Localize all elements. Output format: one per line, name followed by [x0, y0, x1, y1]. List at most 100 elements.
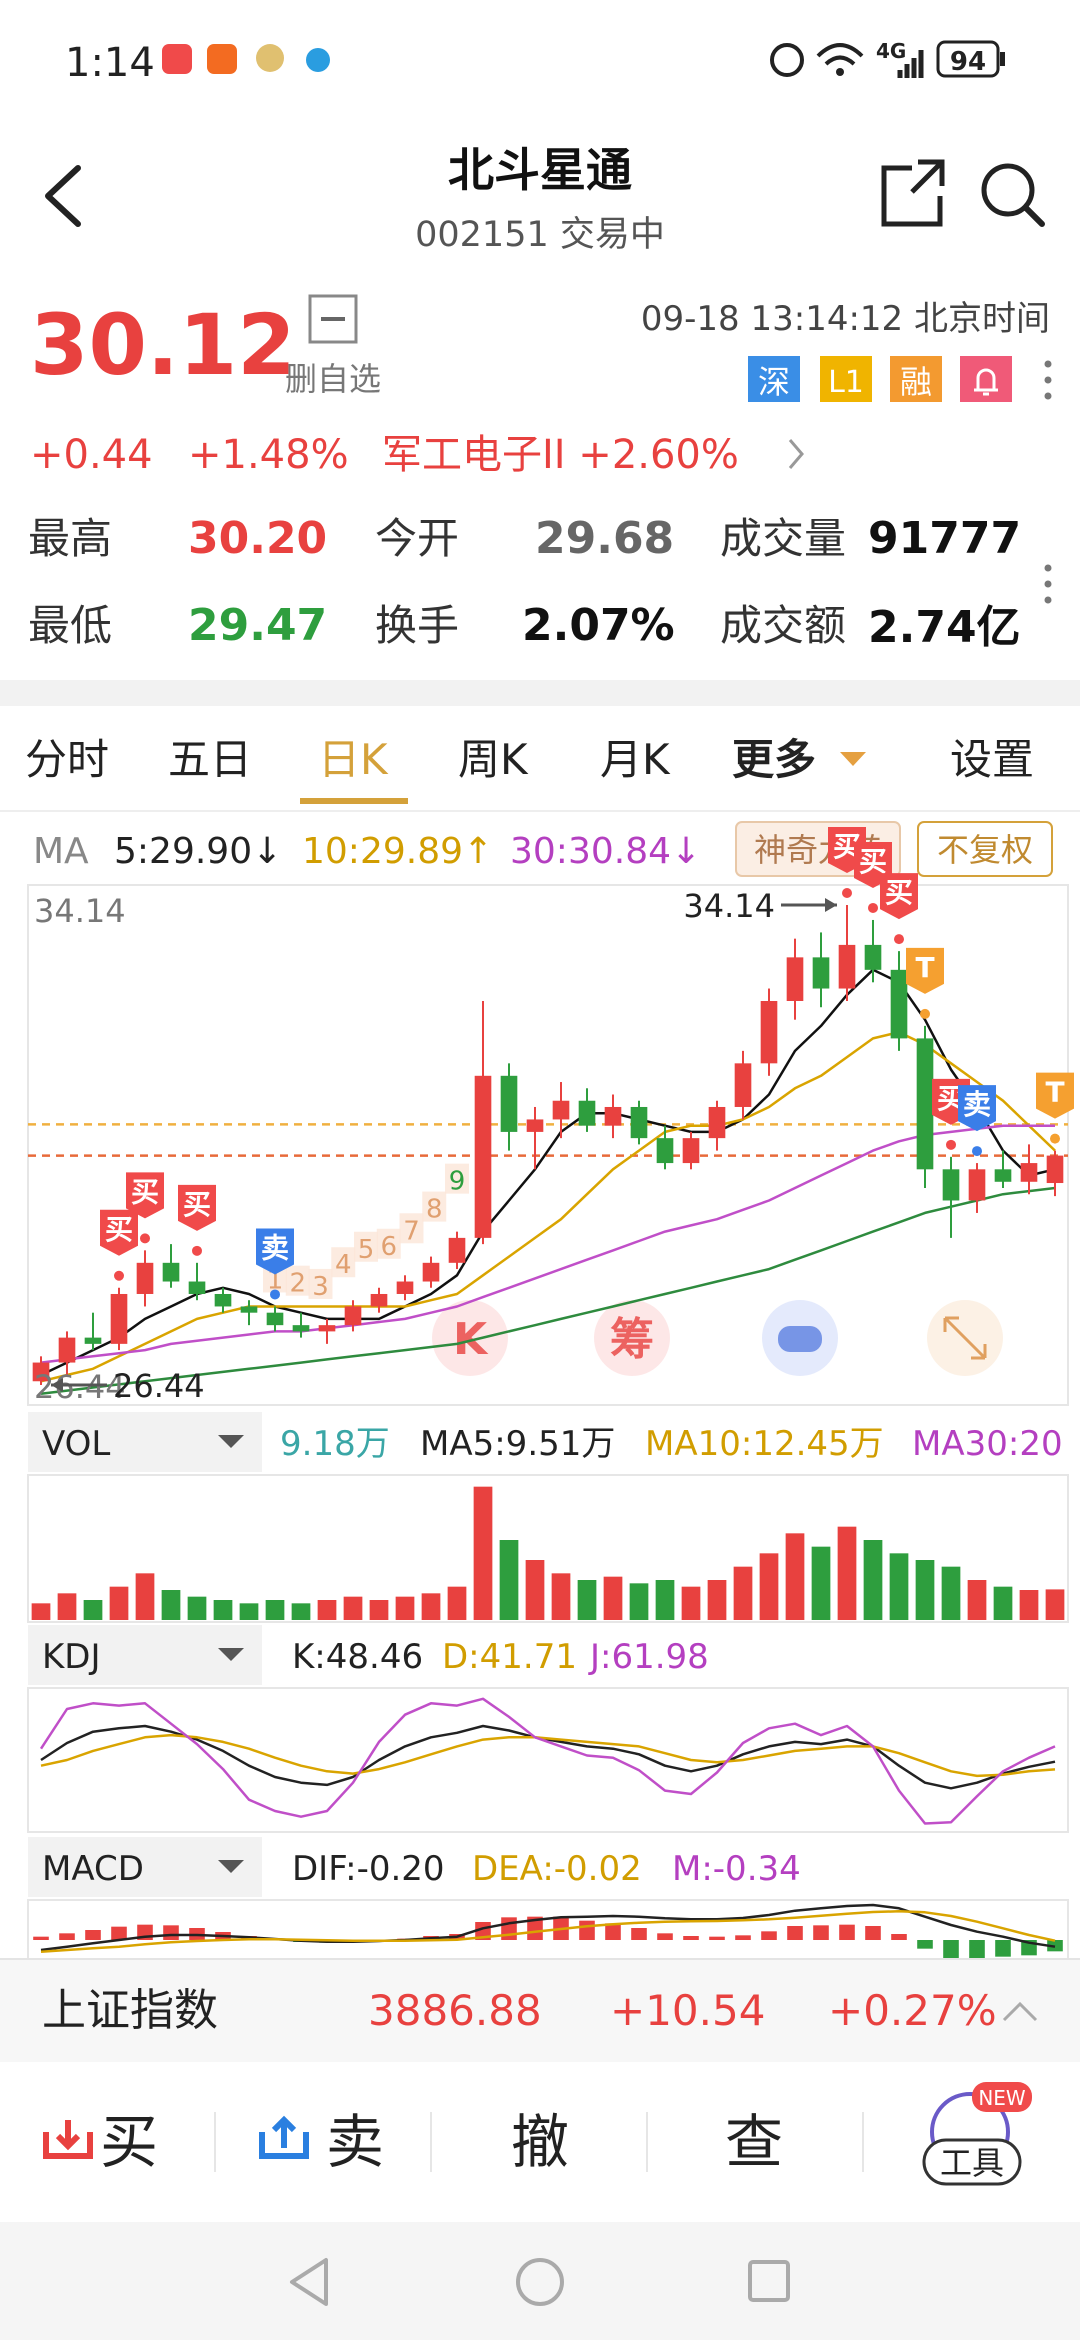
share-icon	[881, 159, 945, 227]
dropdown-icon	[840, 752, 866, 766]
line-series	[40, 1910, 1056, 1953]
tab[interactable]: 设置	[950, 735, 1034, 784]
candle-body	[422, 1262, 440, 1282]
tools-button[interactable]: 工具 NEW	[922, 2082, 1032, 2186]
button[interactable]	[917, 821, 1053, 877]
nine-turn-digit: 4	[335, 1250, 352, 1280]
tab-selected[interactable]: 日K	[318, 735, 389, 784]
line-series	[40, 968, 1056, 1377]
signal-dot	[114, 1270, 124, 1281]
signal-dot	[920, 1008, 930, 1019]
volume-bar	[993, 1586, 1013, 1620]
indicator-select[interactable]	[28, 1837, 262, 1897]
stat-value: 2.74亿	[868, 602, 1021, 653]
arrow-head	[825, 898, 837, 912]
app-icon	[162, 44, 192, 74]
change-pct: +1.48%	[188, 432, 349, 478]
signal-dot	[140, 1233, 150, 1244]
query-button[interactable]: 查	[725, 2108, 783, 2176]
separator	[862, 2112, 864, 2172]
volume-bar	[473, 1486, 493, 1620]
nine-turn-bg	[354, 1231, 378, 1262]
signal-label: 买	[105, 1213, 133, 1246]
volume-bar	[291, 1603, 311, 1620]
volume-bar	[681, 1586, 701, 1620]
volume-bar	[109, 1586, 129, 1620]
candle-body	[240, 1306, 258, 1313]
candle-body	[1020, 1163, 1038, 1182]
more-dots[interactable]	[1044, 564, 1052, 604]
macd-bar	[631, 1928, 647, 1940]
volume-bar	[83, 1600, 103, 1620]
search-button[interactable]	[981, 163, 1045, 227]
candle-body	[604, 1106, 622, 1126]
action-label: 买	[100, 2108, 158, 2176]
back-button[interactable]	[45, 165, 81, 227]
buy-button[interactable]: 买	[43, 2108, 158, 2176]
stat-label: 成交量	[720, 514, 846, 563]
volume-bar	[785, 1533, 805, 1620]
share-button[interactable]	[881, 159, 945, 227]
more-dots[interactable]	[1044, 360, 1052, 400]
divider	[0, 680, 1080, 706]
macd-bar	[891, 1934, 907, 1940]
signal-label: 卖	[963, 1088, 991, 1121]
volume-bar	[863, 1540, 883, 1620]
datetime: 09-18 13:14:12 北京时间	[641, 299, 1050, 339]
tab[interactable]: 周K	[458, 735, 529, 784]
candle-body	[630, 1106, 648, 1139]
nav-bg	[0, 2222, 1080, 2340]
app-icon	[256, 44, 284, 72]
sell-button[interactable]: 卖	[259, 2108, 384, 2176]
volume-bar	[421, 1593, 441, 1620]
candle-body	[864, 944, 882, 970]
volume-bar	[525, 1560, 545, 1620]
volume-bar	[187, 1596, 207, 1620]
tab[interactable]: 更多	[732, 735, 816, 784]
tab-underline	[300, 798, 408, 804]
nav-recent[interactable]	[748, 2260, 790, 2302]
wifi-icon	[816, 43, 864, 66]
signal-dot	[1050, 1133, 1060, 1144]
volume-bar	[447, 1586, 467, 1620]
macd-bar	[709, 1936, 725, 1940]
quote: 30.12 删自选 09-18 13:14:12 北京时间 深 L1 融 +0.…	[28, 294, 1052, 653]
nine-turn-bg	[445, 1163, 469, 1194]
macd-bar	[85, 1930, 101, 1940]
candle-body	[734, 1063, 752, 1107]
low-label: 26.44	[113, 1367, 205, 1405]
search-icon	[981, 163, 1035, 217]
indicator-select[interactable]	[28, 1412, 262, 1472]
stat-value: 29.68	[535, 513, 674, 564]
ma-item: 30:30.84↓	[510, 831, 701, 872]
line-series	[39, 1697, 1056, 1825]
macd-bar	[605, 1923, 621, 1940]
candle-body	[84, 1337, 102, 1344]
indicator-select[interactable]	[28, 1625, 262, 1685]
dropdown-icon	[218, 1435, 244, 1448]
tool-circle	[594, 1300, 670, 1376]
candle-body	[942, 1169, 960, 1201]
nine-turn-bg	[331, 1247, 356, 1278]
signal-tag	[178, 1184, 216, 1231]
nav-back[interactable]	[290, 2258, 328, 2306]
tab[interactable]: 月K	[600, 735, 671, 784]
watch-button[interactable]: 删自选	[285, 294, 381, 398]
tab[interactable]: 分时	[25, 735, 109, 784]
divider	[0, 810, 1080, 812]
candle-body	[552, 1100, 570, 1120]
index-bar[interactable]: 上证指数 3886.88 +10.54 +0.27%	[0, 1958, 1080, 2062]
candle-body	[656, 1138, 674, 1164]
nine-turn-bg	[399, 1213, 424, 1244]
stat-value: 91777	[868, 513, 1021, 564]
volume-bar	[837, 1526, 857, 1620]
candle-body	[474, 1075, 492, 1238]
volume-bar	[759, 1553, 779, 1620]
nav-home[interactable]	[516, 2258, 564, 2306]
tab[interactable]: 五日	[168, 735, 252, 784]
cancel-button[interactable]: 撤	[511, 2108, 569, 2176]
sector[interactable]: 军工电子II +2.60%	[382, 432, 739, 478]
signal-dot	[868, 902, 878, 913]
volume-bar	[811, 1546, 831, 1620]
